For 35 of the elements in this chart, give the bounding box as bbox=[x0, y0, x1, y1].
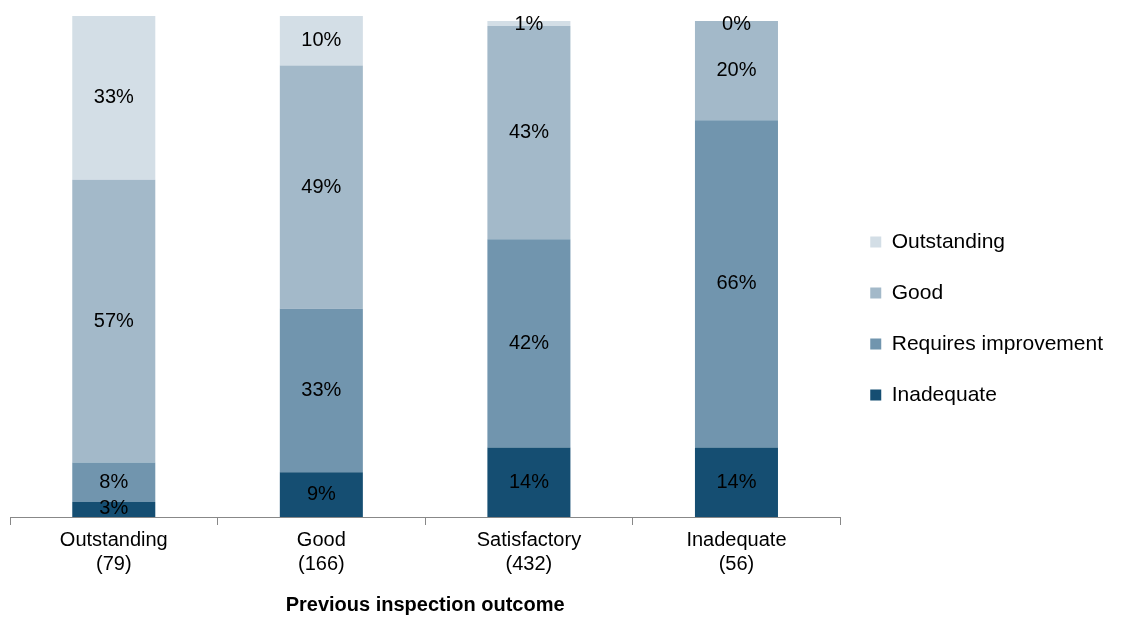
bar bbox=[279, 472, 363, 517]
data-label: 20% bbox=[716, 58, 757, 81]
data-label: 49% bbox=[301, 174, 342, 197]
x-axis-title: Previous inspection outcome bbox=[285, 592, 565, 615]
bar bbox=[279, 308, 363, 473]
data-label: 14% bbox=[716, 469, 757, 492]
data-label: 42% bbox=[508, 330, 550, 353]
legend-label: Inadequate bbox=[891, 381, 997, 405]
bar bbox=[72, 16, 156, 180]
bar bbox=[279, 65, 363, 309]
data-label: 33% bbox=[301, 378, 342, 401]
x-tick-label: Inadequate (56) bbox=[686, 527, 787, 574]
data-label: 66% bbox=[716, 271, 757, 294]
data-label: 43% bbox=[508, 120, 550, 143]
legend-label: Good bbox=[891, 279, 944, 303]
data-label: 3% bbox=[99, 495, 129, 518]
legend-label: Requires improvement bbox=[891, 330, 1104, 354]
x-tick-label: Outstanding (79) bbox=[59, 527, 168, 574]
data-label: 33% bbox=[93, 85, 135, 108]
data-label: 57% bbox=[93, 308, 135, 331]
bar bbox=[72, 179, 156, 463]
bar bbox=[694, 447, 778, 517]
data-label: 0% bbox=[722, 12, 752, 35]
data-label: 8% bbox=[99, 469, 129, 492]
x-tick-label: Good (166) bbox=[296, 527, 346, 574]
bar bbox=[487, 239, 571, 448]
bar bbox=[279, 16, 363, 66]
x-tick-label: Satisfactory (432) bbox=[476, 527, 582, 574]
bar bbox=[694, 120, 778, 448]
data-label: 9% bbox=[306, 482, 337, 505]
data-label: 14% bbox=[508, 469, 550, 492]
legend-label: Outstanding bbox=[891, 228, 1005, 252]
data-label: 10% bbox=[301, 28, 342, 51]
data-label: 1% bbox=[514, 12, 544, 35]
bar bbox=[487, 447, 571, 517]
